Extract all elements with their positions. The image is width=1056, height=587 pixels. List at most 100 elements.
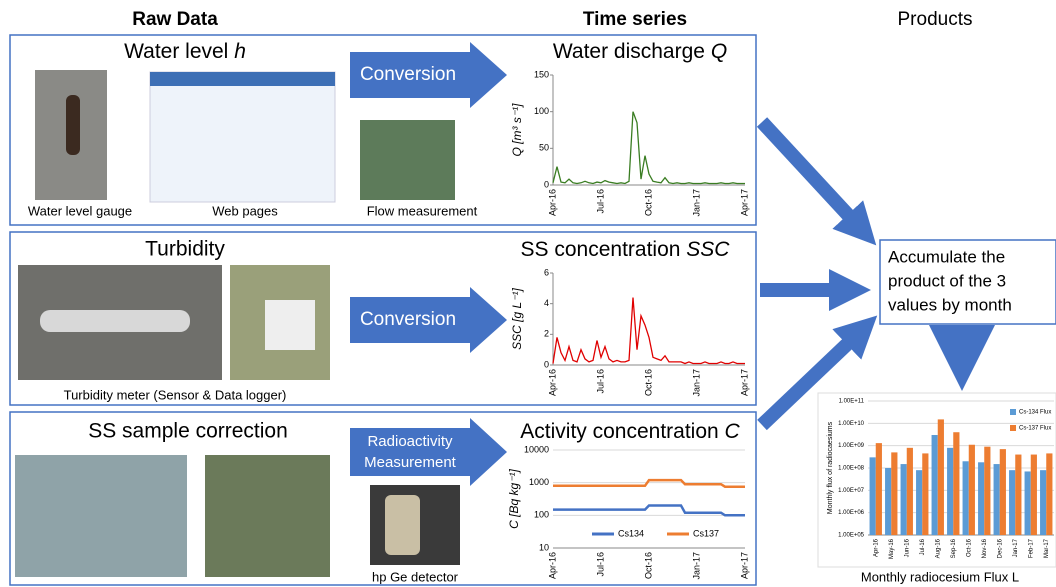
bar: [916, 470, 922, 535]
photo: [15, 455, 187, 577]
header: Time series: [583, 9, 687, 30]
bar: [1015, 455, 1021, 535]
bar: [963, 461, 969, 535]
title-text: Water discharge: [553, 40, 705, 63]
caption: Turbidity meter (Sensor & Data logger): [64, 387, 287, 402]
x-tick-label: May-16: [889, 538, 895, 559]
bar: [938, 419, 944, 535]
caption: Flow measurement: [367, 203, 478, 218]
panel-title: Water level h: [124, 40, 246, 63]
x-tick-label: Oct-16: [643, 552, 653, 579]
bar: [1000, 449, 1006, 535]
x-tick-label: Dec-16: [997, 538, 1003, 558]
arrow-label: Measurement: [364, 454, 457, 471]
bar: [932, 435, 938, 535]
legend-swatch: [1010, 425, 1016, 431]
y-tick-label: 100: [534, 106, 549, 116]
bar: [922, 453, 928, 535]
flow-arrow: [762, 122, 862, 230]
line: [553, 480, 745, 487]
legend-label: Cs-134 Flux: [1019, 410, 1051, 416]
bar: [891, 452, 897, 535]
photo-detail: [40, 310, 190, 332]
x-tick-label: Oct-16: [966, 538, 972, 557]
bar: [885, 468, 891, 535]
x-tick-label: Apr-17: [739, 552, 749, 579]
x-tick-label: Apr-17: [739, 369, 749, 396]
title-text: Activity concentration: [520, 420, 718, 443]
y-tick-label: 2: [544, 329, 549, 339]
y-tick-label: 50: [539, 143, 549, 153]
x-tick-label: Jan-17: [691, 552, 701, 580]
arrow-label: Radioactivity: [367, 433, 453, 450]
caption: Water level gauge: [28, 203, 132, 218]
y-tick-label: 1.00E+05: [838, 533, 865, 539]
x-tick-label: Jul-16: [595, 189, 605, 214]
y-tick-label: 1.00E+11: [839, 399, 865, 405]
diagram: Raw Data Time series Products Water leve…: [0, 0, 1056, 587]
title-text: Water level: [124, 40, 228, 63]
photo: [360, 120, 455, 200]
y-tick-label: 0: [544, 359, 549, 369]
photo-detail: [150, 72, 335, 86]
header: Raw Data: [132, 9, 218, 30]
bar: [1031, 455, 1037, 535]
x-tick-label: Jan-17: [691, 189, 701, 217]
y-axis-label: SSC [g L⁻¹]: [510, 287, 524, 349]
legend-swatch: [1010, 409, 1016, 415]
y-tick-label: 10: [539, 542, 549, 552]
arrow-label: Conversion: [360, 64, 456, 85]
x-tick-label: Feb-17: [1028, 538, 1034, 558]
photo-detail: [265, 300, 315, 350]
title-symbol: Q: [711, 40, 727, 63]
x-tick-label: Jan-17: [691, 369, 701, 397]
x-tick-label: Jan-17: [1013, 538, 1019, 557]
bar: [1025, 471, 1031, 535]
x-tick-label: Apr-17: [739, 189, 749, 216]
legend-label: Cs134: [618, 528, 644, 538]
bar: [1040, 470, 1046, 535]
panel-title: SS sample correction: [88, 420, 288, 443]
y-tick-label: 100: [534, 510, 549, 520]
y-tick-label: 1.00E+10: [838, 421, 865, 427]
bar: [1009, 470, 1015, 535]
title-symbol: C: [725, 420, 741, 443]
bar: [907, 448, 913, 535]
arrow: [350, 418, 507, 486]
chart-title: SS concentration SSC: [521, 238, 731, 261]
x-tick-label: Aug-16: [935, 538, 941, 558]
y-tick-label: 10000: [524, 444, 549, 454]
y-axis-label: Monthly flux of radiocaesiums: [827, 421, 834, 514]
chart-title: Water discharge Q: [553, 40, 727, 63]
caption: Web pages: [212, 203, 278, 218]
arrow-label: Conversion: [360, 309, 456, 330]
bar: [994, 464, 1000, 535]
bar: [978, 462, 984, 535]
y-tick-label: 1.00E+07: [838, 488, 865, 494]
y-axis-label: C [Bq kg⁻¹]: [507, 468, 521, 528]
x-tick-label: Oct-16: [643, 189, 653, 216]
bar: [984, 447, 990, 535]
x-tick-label: Jun-16: [904, 538, 910, 557]
process-text: Accumulate the: [888, 247, 1005, 266]
line: [553, 298, 745, 364]
header: Products: [898, 9, 973, 30]
y-tick-label: 1.00E+09: [838, 443, 865, 449]
line: [553, 112, 745, 184]
photo: [150, 72, 335, 202]
photo: [205, 455, 330, 577]
y-tick-label: 6: [544, 267, 549, 277]
caption: Monthly radiocesium Flux L: [861, 569, 1019, 584]
line: [553, 506, 745, 516]
bar: [953, 432, 959, 535]
bar: [876, 443, 882, 535]
x-tick-label: Jul-16: [595, 369, 605, 394]
y-tick-label: 4: [544, 298, 549, 308]
x-tick-label: Nov-16: [982, 538, 988, 558]
process-text: product of the 3: [888, 271, 1006, 290]
photo-detail: [66, 95, 80, 155]
legend-label: Cs137: [693, 528, 719, 538]
x-tick-label: Apr-16: [547, 189, 557, 216]
x-tick-label: Jul-16: [920, 538, 926, 555]
panel-title: Turbidity: [145, 238, 225, 261]
